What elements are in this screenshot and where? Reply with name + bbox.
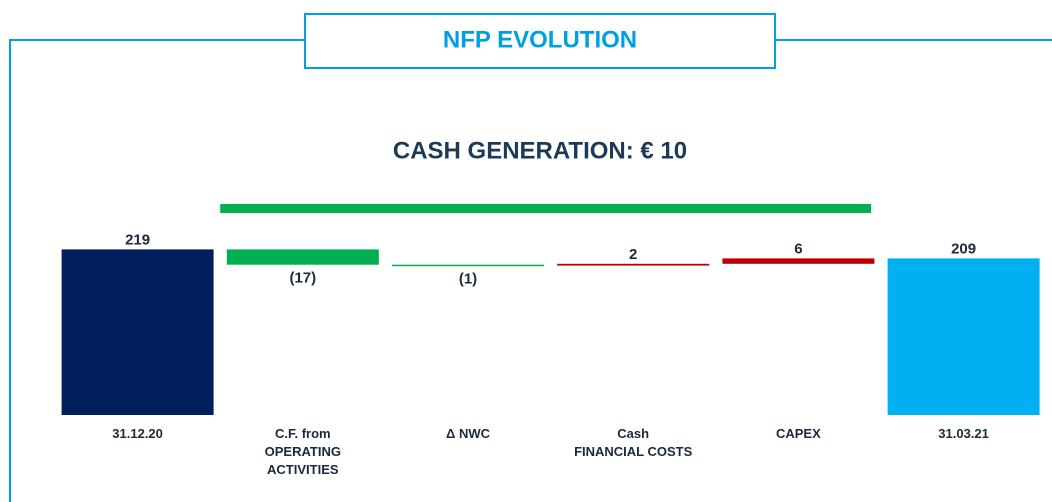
x-tick-label: CAPEX [775,426,821,441]
value-label: 2 [629,246,637,263]
cash-generation-bracket [220,204,871,213]
value-label: 6 [794,240,802,257]
x-tick-label: C.F. from OPERATING ACTIVITIES [264,426,341,477]
value-label: (17) [289,270,316,287]
x-tick-label: Cash FINANCIAL COSTS [574,426,693,459]
bar [887,258,1040,415]
value-label: (1) [459,271,477,288]
x-tick-label: 31.03.21 [938,426,989,441]
chart-title: CASH GENERATION: € 10 [393,137,687,164]
x-tick-label: 31.12.20 [112,426,163,441]
bar [61,249,214,415]
bar [722,258,875,264]
x-tick-label: Δ NWC [445,426,490,441]
value-label: 219 [125,231,150,248]
bar [557,263,710,266]
bar [392,264,544,267]
title-box [304,13,776,69]
bar [226,249,379,265]
page-title: NFP EVOLUTION [443,26,637,53]
value-label: 209 [951,240,976,257]
frame [9,39,1052,502]
